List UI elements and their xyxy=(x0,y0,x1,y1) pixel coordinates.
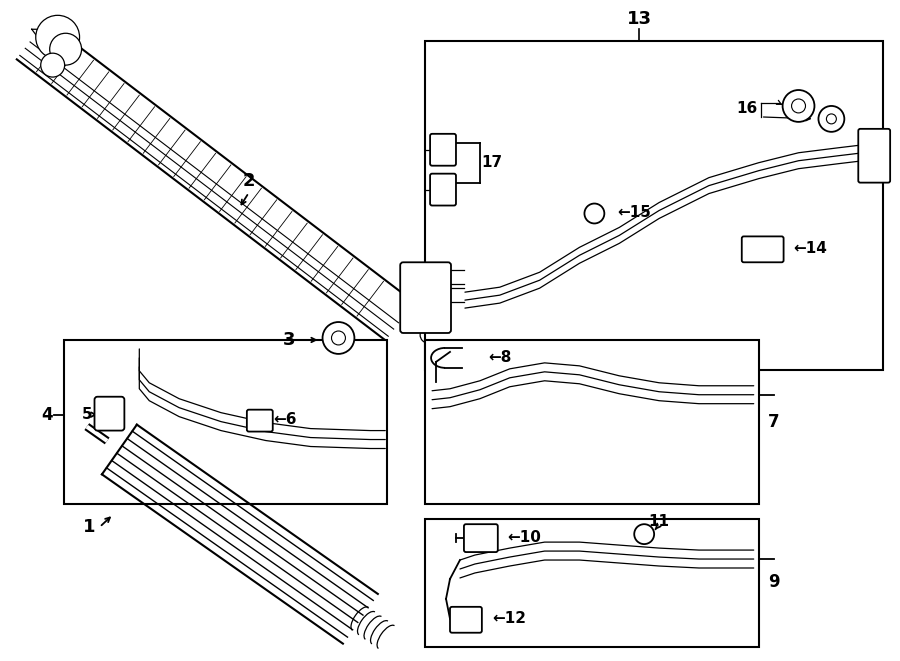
Bar xyxy=(425,41,883,370)
Circle shape xyxy=(783,90,814,122)
FancyBboxPatch shape xyxy=(94,397,124,430)
Text: 4: 4 xyxy=(40,406,52,424)
Text: 3: 3 xyxy=(283,331,295,349)
Text: 7: 7 xyxy=(768,412,779,430)
Text: ←15: ←15 xyxy=(617,205,652,220)
Bar xyxy=(425,519,759,646)
Circle shape xyxy=(420,327,436,343)
Circle shape xyxy=(50,33,82,65)
Text: 1: 1 xyxy=(84,518,95,536)
FancyBboxPatch shape xyxy=(430,174,456,206)
Text: ←10: ←10 xyxy=(507,529,541,545)
Circle shape xyxy=(826,114,836,124)
Text: 16: 16 xyxy=(736,101,758,116)
Text: 9: 9 xyxy=(768,573,779,591)
Text: ←8: ←8 xyxy=(488,350,511,366)
FancyBboxPatch shape xyxy=(400,262,451,333)
Circle shape xyxy=(818,106,844,132)
FancyBboxPatch shape xyxy=(742,237,784,262)
Text: 5: 5 xyxy=(82,407,93,422)
FancyBboxPatch shape xyxy=(430,134,456,166)
Text: ←12: ←12 xyxy=(492,611,526,626)
Circle shape xyxy=(36,15,79,59)
Bar xyxy=(425,340,759,504)
Circle shape xyxy=(322,322,355,354)
Circle shape xyxy=(584,204,604,223)
Circle shape xyxy=(634,524,654,544)
Text: ←14: ←14 xyxy=(794,241,827,256)
FancyBboxPatch shape xyxy=(450,607,482,633)
FancyBboxPatch shape xyxy=(247,410,273,432)
Text: 13: 13 xyxy=(626,11,652,28)
Text: 17: 17 xyxy=(482,155,502,171)
FancyBboxPatch shape xyxy=(464,524,498,552)
Text: 2: 2 xyxy=(243,172,255,190)
Text: ←6: ←6 xyxy=(273,412,296,427)
Bar xyxy=(64,340,387,504)
Circle shape xyxy=(792,99,806,113)
Text: 11: 11 xyxy=(649,514,670,529)
Circle shape xyxy=(40,53,65,77)
Circle shape xyxy=(331,331,346,345)
FancyBboxPatch shape xyxy=(859,129,890,182)
